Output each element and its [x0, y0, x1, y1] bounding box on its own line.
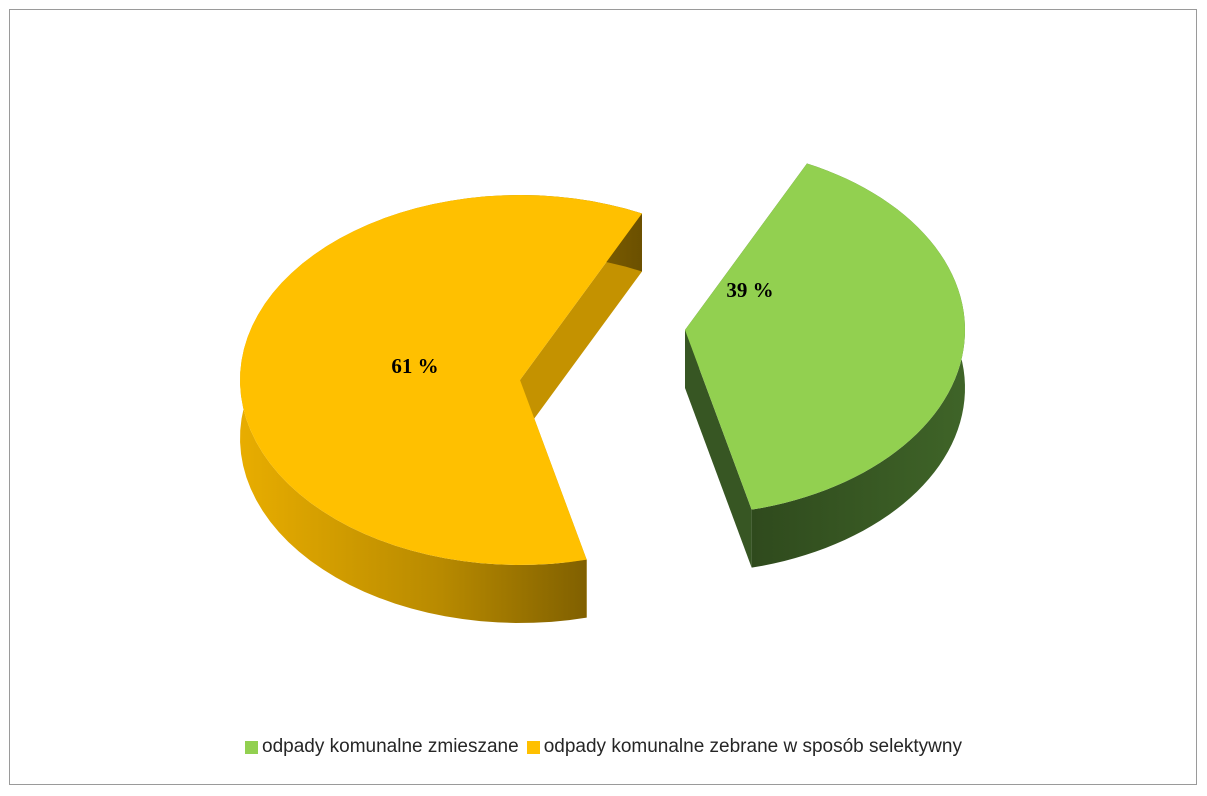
legend-item-zmieszane: odpady komunalne zmieszane: [245, 736, 519, 758]
pie-slice-selektywne-wall-1: [520, 213, 642, 438]
pie-slice-zmieszane: [685, 163, 965, 568]
legend-label: odpady komunalne zmieszane: [262, 736, 519, 757]
legend-swatch-green: [245, 740, 259, 754]
legend-item-selektywne: odpady komunalne zebrane w sposób selekt…: [526, 736, 962, 758]
pie-slice-zmieszane-wall-1: [685, 330, 752, 568]
chart-frame: [9, 9, 1197, 785]
data-label-selektywne: 61 %: [391, 354, 438, 378]
pie-slice-zmieszane-top: [685, 163, 965, 510]
pie-slice-selektywne-top: [240, 195, 642, 565]
data-label-zmieszane: 39 %: [726, 278, 773, 302]
legend-label: odpady komunalne zebrane w sposób selekt…: [543, 736, 962, 757]
legend-swatch-orange: [526, 740, 540, 754]
pie-slice-selektywne: [240, 195, 642, 623]
legend: odpady komunalne zmieszane odpady komuna…: [0, 736, 1207, 758]
